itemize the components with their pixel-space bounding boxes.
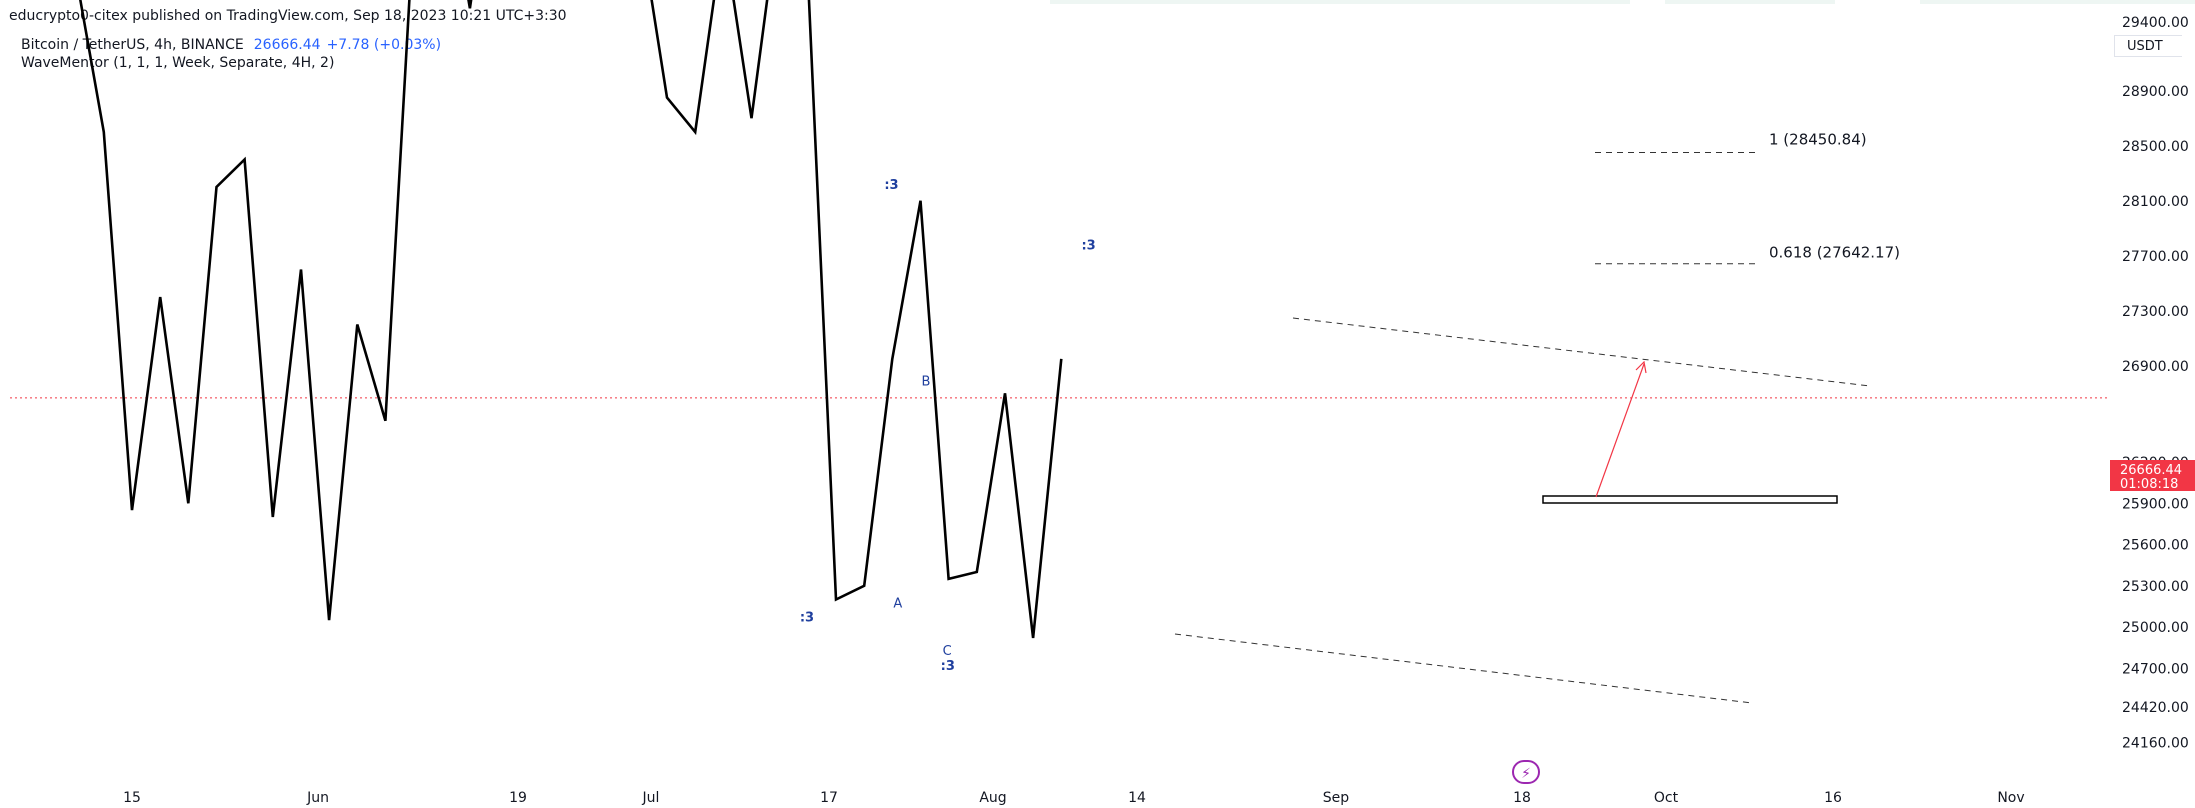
fib-level-0618-label: 0.618 (27642.17) xyxy=(1769,244,1900,262)
current-price-tag-label: 26666.44 xyxy=(2120,463,2182,478)
x-tick-label: Jun xyxy=(306,790,329,806)
channel-upper-line xyxy=(1292,317,1871,387)
price-series-line[interactable] xyxy=(76,0,1063,639)
x-tick-label: Nov xyxy=(1997,790,2024,806)
x-tick-label: 18 xyxy=(1513,790,1531,806)
lightning-icon[interactable]: ⚡ xyxy=(1512,760,1540,784)
y-tick-label: 28100.00 xyxy=(2122,194,2189,210)
indicator-row[interactable]: WaveMentor (1, 1, 1, Week, Separate, 4H,… xyxy=(21,55,335,71)
symbol-row[interactable]: Bitcoin / TetherUS, 4h, BINANCE 26666.44 +… xyxy=(21,36,441,54)
target-arrowhead xyxy=(1635,360,1647,374)
y-tick-label: 25900.00 xyxy=(2122,496,2189,512)
legend-price: 26666.44 xyxy=(253,37,321,53)
chart-legend: Bitcoin / TetherUS, 4h, BINANCE 26666.44 +… xyxy=(21,36,441,72)
fib-level-1-label: 1 (28450.84) xyxy=(1769,131,1867,149)
publisher-line: educrypto0-citex published on TradingVie… xyxy=(9,8,567,24)
x-tick-label: Jul xyxy=(642,790,660,806)
y-tick-label: 29400.00 xyxy=(2122,15,2189,31)
x-tick-label: Sep xyxy=(1323,790,1350,806)
wave-annotation: C xyxy=(943,644,952,659)
top-bar xyxy=(0,0,2195,30)
wave-annotation: :3 xyxy=(884,178,898,193)
top-strip xyxy=(1050,0,1630,4)
x-tick-label: Aug xyxy=(979,790,1006,806)
x-tick-label: 14 xyxy=(1128,790,1146,806)
top-strip xyxy=(1920,0,2195,4)
wave-annotation: :3 xyxy=(1081,239,1095,254)
y-tick-label: 25000.00 xyxy=(2122,620,2189,636)
y-tick-label: 25600.00 xyxy=(2122,538,2189,554)
countdown-label: 01:08:18 xyxy=(2120,477,2178,492)
y-tick-label: 24700.00 xyxy=(2122,661,2189,677)
wave-annotation: :3 xyxy=(800,611,814,626)
target-arrow xyxy=(1595,363,1645,498)
wave-annotation: :3 xyxy=(941,659,955,674)
y-tick-label: 28500.00 xyxy=(2122,139,2189,155)
entry-zone-box[interactable] xyxy=(1542,495,1838,504)
y-tick-label: 26900.00 xyxy=(2122,359,2189,375)
top-strip xyxy=(1665,0,1835,4)
current-price-tag xyxy=(2110,460,2195,491)
x-tick-label: Oct xyxy=(1654,790,1679,806)
y-tick-label: 24420.00 xyxy=(2122,700,2189,716)
y-tick-label: 25300.00 xyxy=(2122,579,2189,595)
x-tick-label: 15 xyxy=(123,790,141,806)
y-tick-label: 24160.00 xyxy=(2122,736,2189,752)
channel-lower-line xyxy=(1174,633,1753,704)
wave-annotation: B xyxy=(922,374,931,389)
y-tick-label: 28900.00 xyxy=(2122,84,2189,100)
wave-annotation: A xyxy=(893,596,902,611)
currency-selector[interactable]: USDT xyxy=(2114,35,2182,57)
x-tick-label: 17 xyxy=(820,790,838,806)
y-tick-label: 27300.00 xyxy=(2122,304,2189,320)
legend-change: +7.78 (+0.03%) xyxy=(326,37,442,53)
x-tick-label: 19 xyxy=(509,790,527,806)
x-tick-label: 16 xyxy=(1824,790,1842,806)
y-tick-label: 27700.00 xyxy=(2122,249,2189,265)
symbol-name[interactable]: Bitcoin / TetherUS, 4h, BINANCE xyxy=(21,37,244,53)
